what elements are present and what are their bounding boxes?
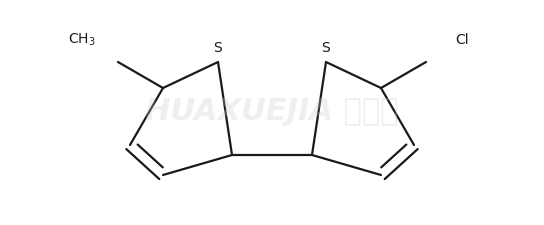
Text: CH$_3$: CH$_3$	[68, 32, 96, 48]
Text: S: S	[214, 41, 222, 55]
Text: Cl: Cl	[455, 33, 469, 47]
Text: HUAXUEJIA 化学加: HUAXUEJIA 化学加	[145, 97, 399, 126]
Text: S: S	[322, 41, 330, 55]
